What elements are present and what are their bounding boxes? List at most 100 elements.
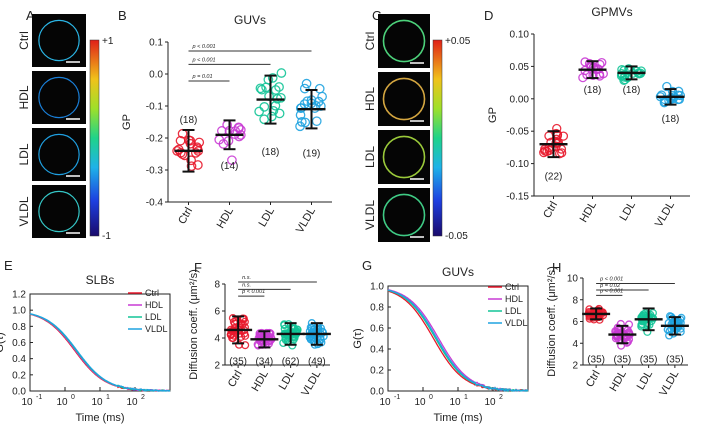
y-tick-label: 4 [214,334,220,345]
y-tick-label: 0.6 [370,324,384,335]
data-point [554,149,565,159]
data-point [186,155,196,166]
data-point [233,122,244,133]
vesicle-ring [38,76,80,119]
panel-letter: H [552,260,561,275]
panel-B: B GUVs GP -0.4 -0.3 -0.2 -0.1 0.0 0.1 Ctrl (18) HDL… [118,8,332,235]
y-axis-label: G(τ) [0,332,6,352]
y-tick-label: 10 [567,274,579,285]
y-tick-label: 8 [572,295,578,306]
curve-vldl [387,289,529,392]
error-bar [539,130,568,159]
x-tick-label: HDL [578,200,599,225]
x-tick-label: VLDL [299,369,323,399]
data-point [295,110,306,120]
x-tick-exponent: 1 [106,394,110,401]
significance-label: p < 0.001 [241,289,265,295]
vesicle-ring [382,77,426,121]
y-tick-label: 1.2 [12,290,26,301]
error-bar [174,129,203,173]
x-tick-label: 10 -1 [21,394,42,408]
sample-size-label: (35) [229,356,247,367]
data-point [636,66,646,76]
data-point [613,323,622,332]
y-tick-label: -0.3 [146,166,164,177]
error-bar [302,322,331,346]
x-tick-base: 10 [56,397,68,408]
data-point [254,106,265,117]
data-point [317,91,327,102]
panel-letter: C [372,8,381,23]
panel-letter: D [484,8,493,23]
x-tick-label: LDL [257,206,277,229]
data-point [240,317,249,326]
data-point [259,102,270,112]
x-tick-exponent: 2 [499,394,503,401]
vesicle-ring [38,133,80,176]
sample-size-label: (35) [613,354,631,365]
data-point [314,83,325,94]
significance-label: n.s. [242,282,251,288]
y-tick-label: 0.0 [12,387,26,398]
row-label: LDL [363,146,377,168]
x-tick-label: Ctrl [584,369,603,390]
micrograph-background [378,130,430,184]
micrograph-background [378,14,430,68]
legend-label: Ctrl [145,288,159,298]
data-point [662,81,672,92]
panel-C: C Ctrl HDL LDL VLDL +0.05 -0.05 [363,8,471,242]
panel-letter: F [194,260,202,275]
micrograph-background [32,185,86,238]
error-bar [224,315,253,345]
data-point [270,85,281,95]
data-point [624,320,634,329]
significance-label: n.s. [242,275,251,281]
chart-title: GPMVs [591,5,632,19]
micrograph-background [378,72,430,126]
row-label: Ctrl [363,32,377,51]
sample-size-label: (18) [262,147,280,158]
y-tick-label: -0.4 [146,198,164,209]
curve-hdl [387,288,529,392]
data-point [274,82,284,92]
x-tick-label: LDL [635,369,655,392]
significance-label: p = 0.01 [192,74,213,80]
x-tick-base: 10 [21,397,33,408]
panel-letter: G [362,258,372,273]
data-point [313,96,324,107]
vesicle-ring [382,135,426,179]
x-tick-label: 10 2 [126,394,145,408]
x-tick-exponent: 2 [141,394,145,401]
data-point [284,320,293,329]
micrograph-tile [378,188,430,242]
colorbar-max-label: +0.05 [445,36,471,47]
data-point [276,68,287,78]
y-tick-label: 0.00 [510,94,530,105]
data-point [638,319,647,328]
error-bar [634,307,663,332]
x-tick-label: 10 0 [414,394,433,408]
data-point [193,160,203,170]
sample-size-label: (62) [282,356,300,367]
significance-label: p < 0.001 [599,276,623,282]
error-bar [215,119,244,151]
x-tick-exponent: 0 [429,394,433,401]
panel-A: A Ctrl HDL LDL VLDL +1 -1 [17,8,114,242]
data-point [558,131,569,141]
y-tick-label: 1.0 [12,306,26,317]
x-tick-label: 10 0 [56,394,75,408]
legend-label: HDL [145,300,163,310]
x-tick-label: HDL [608,369,629,394]
y-tick-label: 2 [214,361,220,372]
micrograph-tile [378,130,430,184]
chart-title: SLBs [86,273,115,287]
y-tick-label: 0.05 [510,62,530,73]
micrograph-background [378,188,430,242]
x-tick-label: Ctrl [226,369,245,390]
row-label: HDL [17,85,31,109]
x-axis-label: Time (ms) [433,412,482,424]
y-tick-label: -0.1 [146,102,164,113]
error-bar [660,316,689,336]
legend-label: VLDL [505,318,528,328]
